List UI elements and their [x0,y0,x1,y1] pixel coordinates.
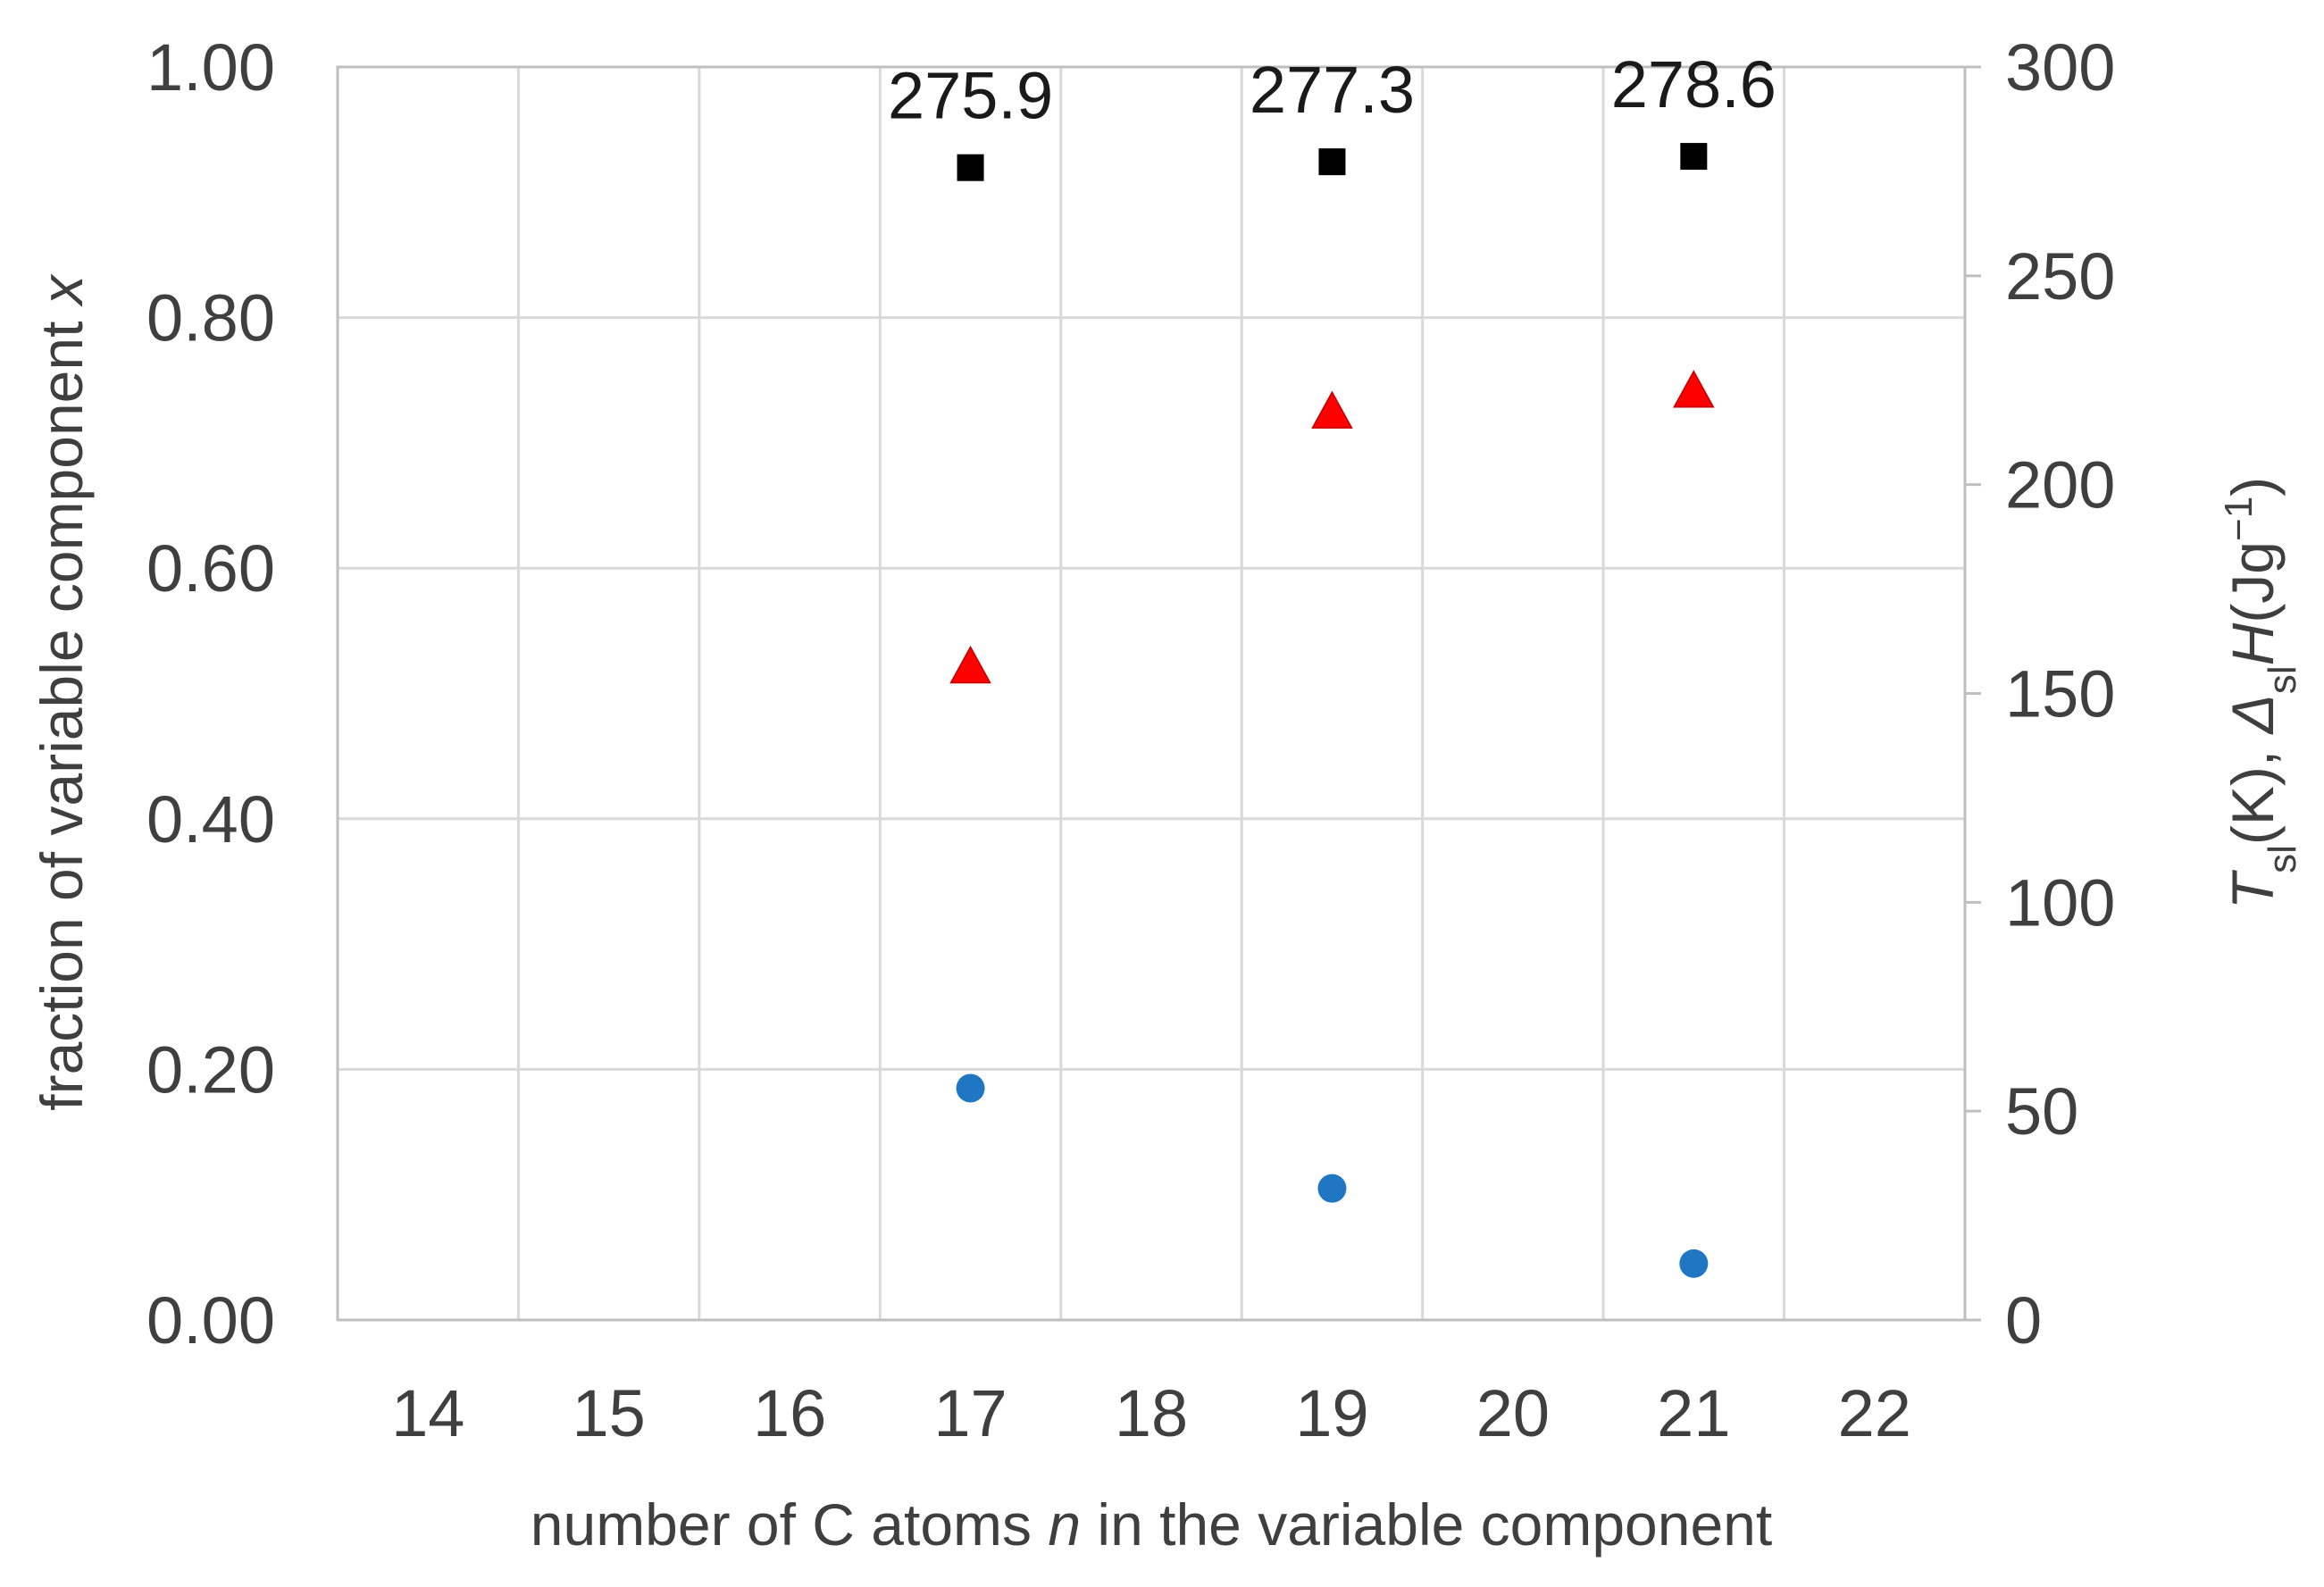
x-tick-label: 18 [1115,1376,1188,1450]
x-tick-label: 19 [1295,1376,1368,1450]
x-tick-label: 21 [1657,1376,1730,1450]
right-tick-label: 150 [2005,657,2115,731]
left-tick-label: 1.00 [146,30,275,104]
circle-point [1317,1174,1347,1203]
left-tick-label: 0.60 [146,531,275,606]
point-value-label: 277.3 [1250,53,1415,127]
triangle-point [1311,390,1353,429]
circle-point [956,1073,985,1103]
x-tick-label: 14 [391,1376,464,1450]
right-tick-label: 0 [2005,1283,2042,1357]
left-axis-title: fraction of variable component x [29,273,95,1111]
left-tick-label: 0.00 [146,1283,275,1357]
right-axis-ticks: 0 50 100 150 200 250 300 [1965,30,2115,1357]
circle-point [1679,1249,1709,1278]
x-tick-label: 16 [753,1376,826,1450]
square-point [1680,143,1708,171]
x-tick-label: 15 [573,1376,646,1450]
triangle-point [1673,370,1715,408]
square-point [1318,148,1346,176]
plot-frame [336,65,1967,1322]
left-axis-ticks: 0.00 0.20 0.40 0.60 0.80 1.00 [146,30,275,1357]
x-axis-title: number of C atoms n in the variable comp… [531,1491,1772,1558]
gridlines [338,65,1965,1322]
left-tick-label: 0.80 [146,281,275,355]
left-tick-label: 0.20 [146,1032,275,1107]
right-tick-label: 300 [2005,30,2115,104]
point-value-label: 278.6 [1611,47,1776,121]
right-tick-label: 200 [2005,448,2115,522]
data-marks [949,143,1715,1278]
right-tick-label: 250 [2005,239,2115,313]
right-axis-title: Tsl(K), ΔslH(Jg−1) [2217,477,2304,909]
square-point [957,154,984,181]
data-labels: 275.9 277.3 278.6 [888,47,1776,133]
left-tick-label: 0.40 [146,782,275,856]
point-value-label: 275.9 [888,59,1053,133]
x-tick-label: 22 [1838,1376,1911,1450]
x-axis-ticks: 14 15 16 17 18 19 20 21 22 [391,1376,1911,1450]
right-tick-label: 100 [2005,865,2115,940]
x-tick-label: 17 [933,1376,1007,1450]
triangle-point [949,645,991,684]
right-tick-label: 50 [2005,1074,2078,1148]
x-tick-label: 20 [1476,1376,1550,1450]
